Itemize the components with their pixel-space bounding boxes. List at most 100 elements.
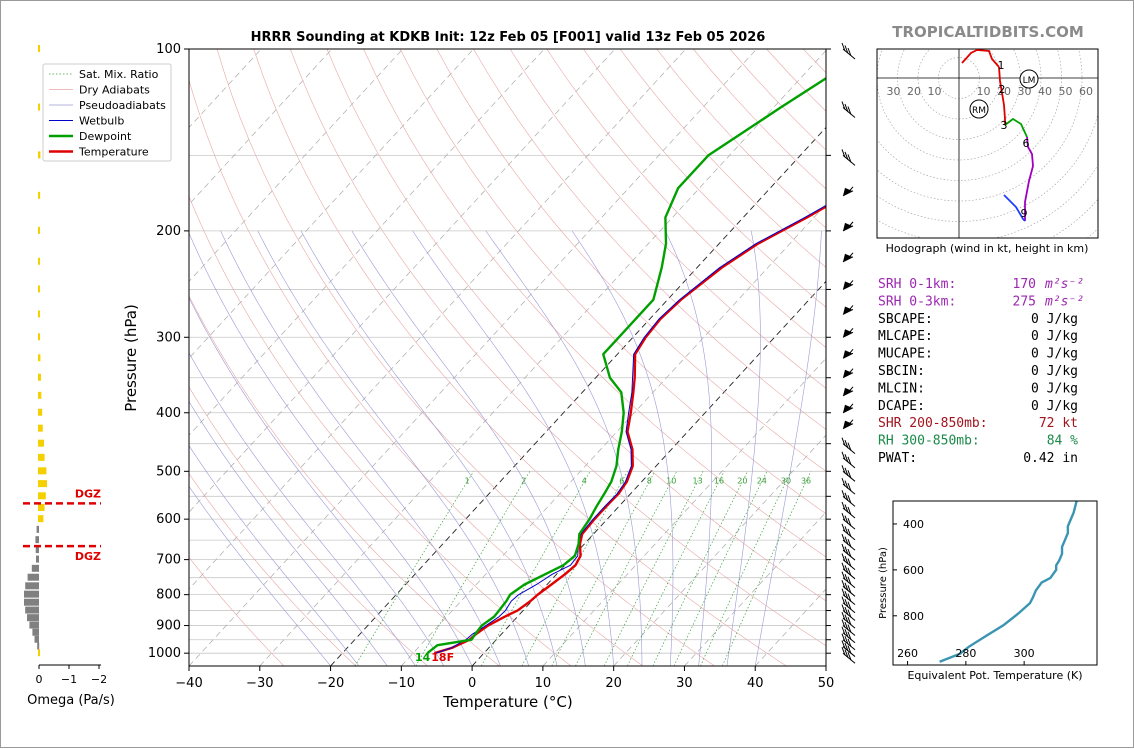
mixing-ratio-label: 30 bbox=[781, 477, 791, 486]
dgz-label: DGZ bbox=[75, 550, 101, 563]
omega-bar bbox=[27, 614, 39, 621]
wind-barb bbox=[842, 452, 855, 468]
y-tick-label: 100 bbox=[156, 42, 181, 57]
omega-bar bbox=[36, 556, 39, 563]
index-value: 84 % bbox=[1047, 434, 1078, 449]
omega-bar bbox=[35, 636, 40, 643]
index-value: 275 bbox=[1013, 294, 1036, 309]
mixing-ratio-label: 20 bbox=[737, 477, 747, 486]
omega-bar bbox=[38, 649, 40, 656]
hodo-ring-label: 10 bbox=[928, 85, 942, 98]
omega-bar bbox=[38, 104, 40, 111]
hodo-ring-label: 40 bbox=[1038, 85, 1052, 98]
y-tick-label: 600 bbox=[156, 512, 181, 527]
wind-barb bbox=[842, 149, 855, 165]
hodo-rm-label: RM bbox=[972, 106, 986, 116]
index-label: DCAPE: bbox=[878, 399, 925, 414]
index-label: SBCAPE: bbox=[878, 312, 933, 327]
brand-watermark: TROPICALTIDBITS.COM bbox=[892, 23, 1084, 41]
mixing-ratio-line bbox=[653, 471, 748, 666]
theta-x-tick-label: 300 bbox=[1014, 647, 1035, 660]
mixing-ratio-line bbox=[627, 471, 724, 666]
isotherm-line bbox=[189, 49, 757, 666]
omega-bar bbox=[29, 622, 39, 629]
y-axis-label: Pressure (hPa) bbox=[122, 304, 140, 412]
index-unit: m²s⁻² bbox=[1044, 294, 1084, 309]
wind-barb bbox=[843, 222, 853, 231]
hodo-segment bbox=[962, 50, 999, 67]
index-value: 0 J/kg bbox=[1031, 399, 1078, 414]
pseudoadiabat bbox=[188, 231, 472, 666]
mixing-ratio-label: 10 bbox=[666, 477, 676, 486]
omega-bar bbox=[38, 425, 43, 432]
wind-barb bbox=[843, 187, 853, 196]
mixing-ratio-label: 16 bbox=[714, 477, 724, 486]
omega-bar bbox=[38, 409, 42, 416]
wind-barb bbox=[842, 478, 855, 494]
index-label: SHR 200-850mb: bbox=[878, 416, 988, 431]
isotherm-line bbox=[1, 49, 49, 666]
omega-bar bbox=[38, 504, 45, 511]
omega-bar bbox=[38, 151, 40, 158]
hodo-height-label: 9 bbox=[1021, 207, 1028, 220]
omega-bar bbox=[37, 526, 39, 533]
wind-barb bbox=[843, 280, 853, 289]
hodo-ring-label: 10 bbox=[977, 85, 991, 98]
hodograph-caption: Hodograph (wind in kt, height in km) bbox=[886, 242, 1089, 255]
omega-bar bbox=[38, 440, 44, 447]
skewt-profiles bbox=[427, 49, 1085, 653]
index-value: 0 J/kg bbox=[1031, 312, 1078, 327]
theta-e-line bbox=[940, 501, 1077, 662]
omega-bar bbox=[35, 536, 39, 543]
index-value: 0 J/kg bbox=[1031, 381, 1078, 396]
hodo-height-label: 1 bbox=[998, 59, 1005, 72]
index-unit: m²s⁻² bbox=[1044, 277, 1084, 292]
pseudoadiabat bbox=[413, 231, 614, 666]
wind-barb bbox=[843, 369, 853, 378]
x-tick-label: −30 bbox=[246, 676, 273, 691]
wind-barb bbox=[842, 524, 855, 540]
mixing-ratio-line bbox=[481, 471, 590, 666]
surface-temperature-label: 18F bbox=[431, 651, 454, 664]
theta-y-tick-label: 400 bbox=[903, 518, 924, 531]
omega-bar bbox=[38, 227, 40, 234]
wind-barb bbox=[843, 328, 853, 337]
wind-barb bbox=[843, 387, 853, 396]
index-label: SRH 0-1km: bbox=[878, 277, 956, 292]
hodo-ring-label: 50 bbox=[1059, 85, 1073, 98]
pseudoadiabat bbox=[572, 231, 673, 666]
theta-y-tick-label: 600 bbox=[903, 564, 924, 577]
chart-title: HRRR Sounding at KDKB Init: 12z Feb 05 [… bbox=[251, 30, 766, 45]
hodo-ring-label: 20 bbox=[907, 85, 921, 98]
isotherm-line bbox=[118, 49, 686, 666]
wind-barbs bbox=[842, 43, 855, 663]
dry-adiabat bbox=[254, 49, 787, 666]
mixing-ratio-label: 2 bbox=[521, 477, 526, 486]
dry-adiabat bbox=[803, 49, 1134, 666]
dry-adiabat bbox=[144, 49, 571, 666]
legend-label: Sat. Mix. Ratio bbox=[79, 68, 159, 81]
y-tick-label: 300 bbox=[156, 330, 181, 345]
omega-axis-label: Omega (Pa/s) bbox=[27, 693, 115, 708]
omega-bar bbox=[38, 480, 47, 487]
pseudoadiabat bbox=[727, 231, 761, 666]
wind-barb bbox=[842, 102, 855, 118]
profile-dewpoint bbox=[427, 49, 866, 653]
omega-bar bbox=[28, 574, 39, 581]
y-tick-label: 500 bbox=[156, 464, 181, 479]
omega-tick-label: −2 bbox=[91, 673, 107, 686]
index-label: RH 300-850mb: bbox=[878, 434, 980, 449]
x-tick-label: −40 bbox=[175, 676, 202, 691]
mixing-ratio-label: 1 bbox=[465, 477, 470, 486]
x-tick-label: 40 bbox=[747, 676, 764, 691]
y-tick-label: 800 bbox=[156, 588, 181, 603]
index-value: 0 J/kg bbox=[1031, 364, 1078, 379]
x-tick-label: −20 bbox=[317, 676, 344, 691]
dry-adiabat bbox=[767, 49, 1134, 666]
y-tick-label: 200 bbox=[156, 224, 181, 239]
index-label: MUCAPE: bbox=[878, 347, 933, 362]
index-value: 0 J/kg bbox=[1031, 329, 1078, 344]
